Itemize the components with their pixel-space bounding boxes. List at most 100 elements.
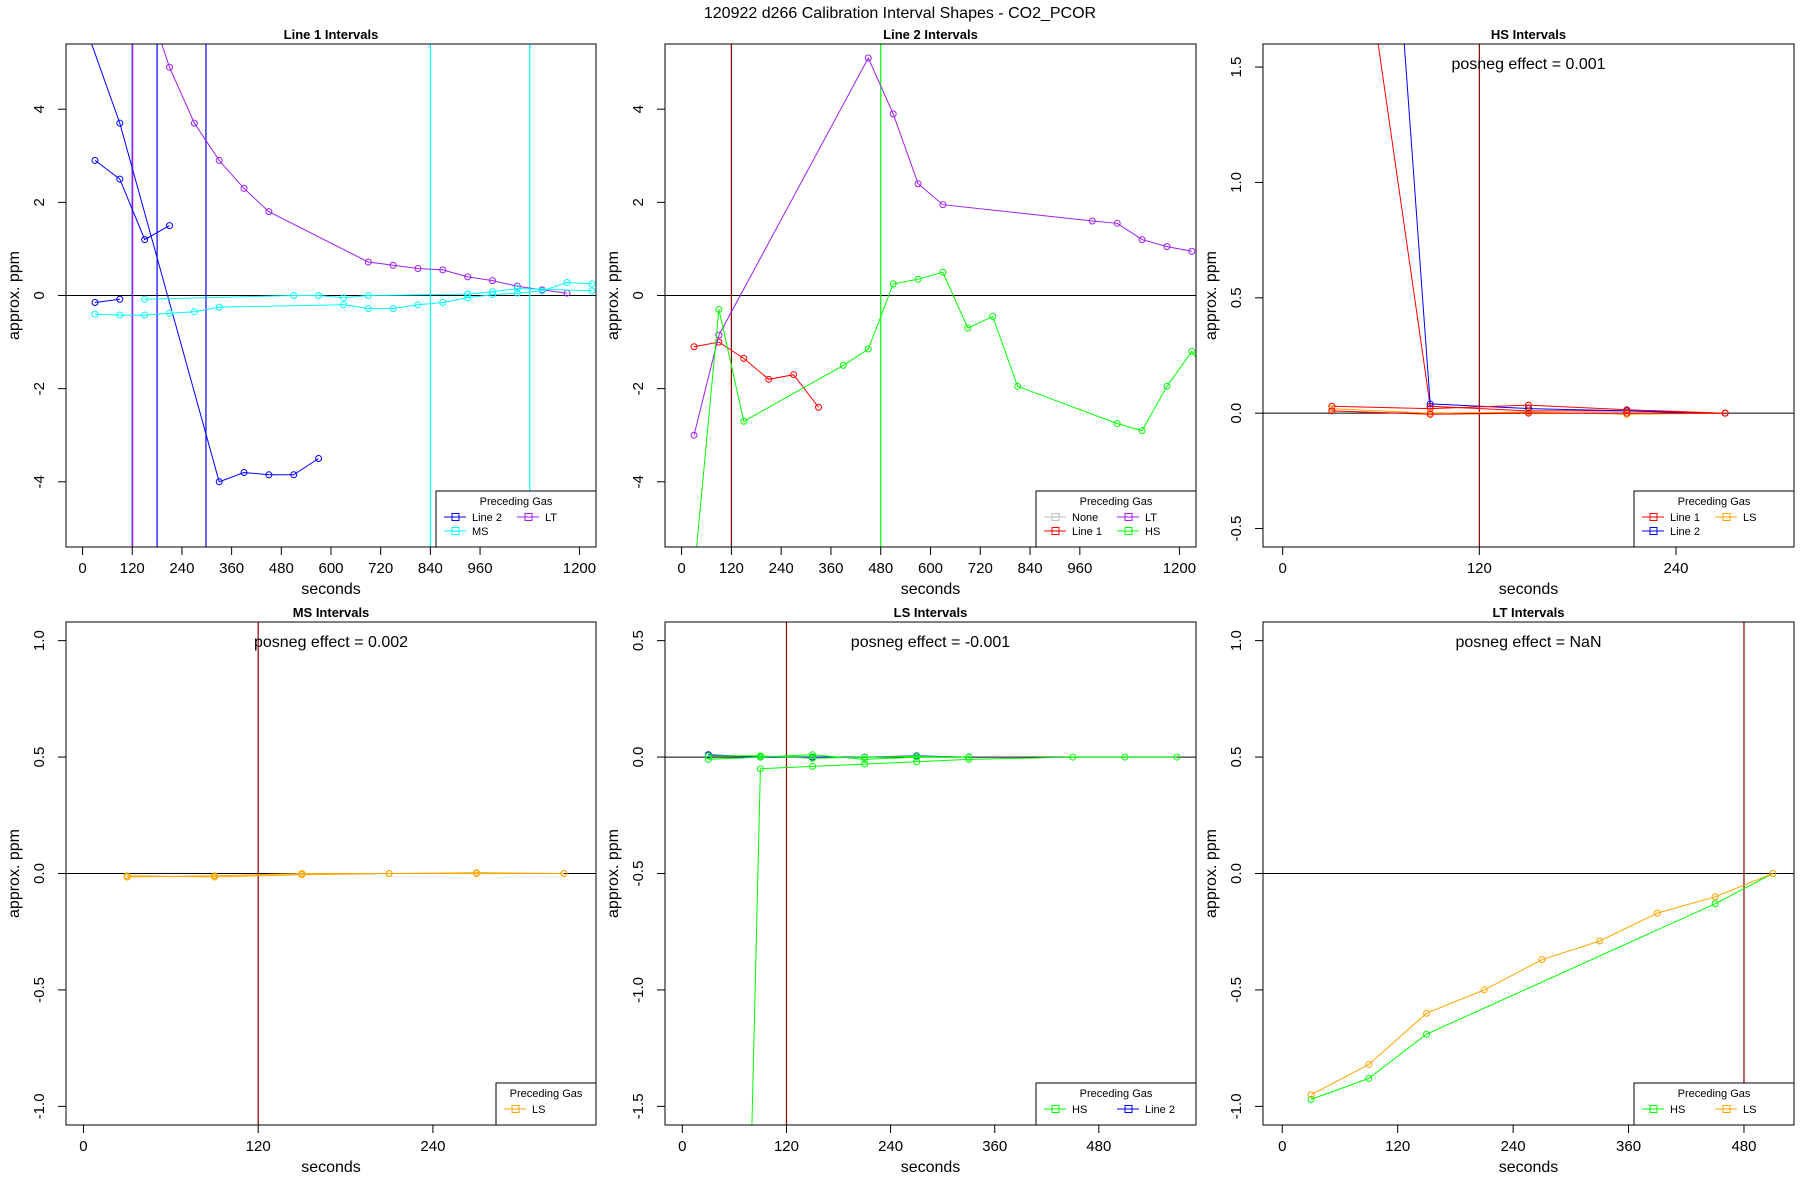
- plot-area: [665, 44, 1207, 547]
- data-point: [1365, 1074, 1373, 1082]
- data-point: [141, 236, 149, 244]
- legend-swatch-box: [1124, 513, 1133, 521]
- x-axis-label: seconds: [1499, 1159, 1559, 1176]
- legend-label: Line 1: [1072, 526, 1102, 538]
- data-point: [1653, 909, 1661, 917]
- series-line: [1310, 873, 1774, 1100]
- data-point: [414, 264, 422, 272]
- legend-label: MS: [472, 526, 489, 538]
- data-point: [414, 301, 422, 309]
- legend-title: Preceding Gas: [480, 496, 553, 508]
- plot-area: [66, 4, 596, 547]
- data-point: [964, 324, 972, 332]
- data-point: [1623, 409, 1631, 417]
- x-tick-label: 120: [120, 560, 145, 577]
- y-tick-label: -1.0: [31, 1093, 48, 1119]
- data-point: [265, 471, 273, 479]
- plot-frame: [65, 43, 597, 548]
- x-tick-label: 360: [818, 560, 843, 577]
- data-point: [290, 471, 298, 479]
- legend-box: [1035, 490, 1197, 548]
- y-tick-label: -0.5: [1228, 977, 1245, 1003]
- data-point: [889, 110, 897, 118]
- legend-swatch-box: [511, 1105, 520, 1113]
- legend-box: [435, 490, 597, 548]
- legend-label: LS: [1743, 1104, 1756, 1116]
- y-tick-label: -1.5: [630, 1093, 647, 1119]
- data-point: [939, 268, 947, 276]
- data-point: [166, 63, 174, 71]
- data-point: [1365, 1060, 1373, 1068]
- y-tick-label: 0.5: [31, 747, 48, 768]
- legend-swatch-box: [1051, 513, 1060, 521]
- data-point: [464, 294, 472, 302]
- panel-title: Line 2 Intervals: [883, 27, 978, 42]
- x-tick-label: 240: [1663, 560, 1688, 577]
- x-tick-label: 120: [774, 1138, 799, 1155]
- data-point: [141, 311, 149, 319]
- data-point: [1138, 236, 1146, 244]
- data-point: [864, 345, 872, 353]
- y-tick-label: -2: [630, 382, 647, 395]
- legend-label: Line 2: [1670, 526, 1700, 538]
- data-point: [339, 301, 347, 309]
- data-point: [116, 295, 124, 303]
- legend-swatch-box: [1124, 1105, 1133, 1113]
- legend-title: Preceding Gas: [1080, 496, 1153, 508]
- data-point: [75, 4, 81, 10]
- x-tick-label: 240: [878, 1138, 903, 1155]
- x-tick-label: 240: [769, 560, 794, 577]
- y-tick-label: -0.5: [630, 861, 647, 887]
- legend-label: Line 2: [472, 512, 502, 524]
- legend-label: HS: [1670, 1104, 1685, 1116]
- plot-area: [665, 622, 1196, 1125]
- legend-swatch-box: [1649, 1105, 1658, 1113]
- data-point: [364, 258, 372, 266]
- legend: Preceding Gas None LT Line 1 HS: [1035, 490, 1197, 548]
- x-tick-label: 840: [418, 560, 443, 577]
- data-point: [166, 222, 174, 230]
- x-tick-label: 0: [1278, 560, 1286, 577]
- x-tick-label: 600: [918, 560, 943, 577]
- data-point: [1201, 367, 1207, 373]
- y-tick-label: -2: [31, 382, 48, 395]
- data-point: [116, 119, 124, 127]
- plot-frame: [65, 621, 597, 1126]
- data-point: [464, 273, 472, 281]
- x-tick-label: 960: [468, 560, 493, 577]
- y-tick-label: -1.0: [630, 977, 647, 1003]
- y-tick-label: 2: [31, 198, 48, 206]
- series-line: [127, 872, 565, 878]
- legend-title: Preceding Gas: [1678, 1088, 1751, 1100]
- data-point: [123, 873, 131, 881]
- data-point: [756, 765, 764, 773]
- data-point: [715, 305, 723, 313]
- posneg-annotation: posneg effect = -0.001: [851, 634, 1010, 651]
- y-tick-label: 1.0: [31, 630, 48, 651]
- legend-swatch-box: [451, 513, 460, 521]
- chart-panel-5: LS Intervals seconds approx. ppm 0 120 240 360…: [605, 605, 1197, 1176]
- series-line: [1331, 404, 1726, 414]
- legend: Preceding Gas Line 2 LT MS: [435, 490, 597, 548]
- x-axis-label: seconds: [901, 1159, 961, 1176]
- data-point: [389, 305, 397, 313]
- y-tick-label: -0.5: [1228, 516, 1245, 542]
- data-point: [913, 752, 921, 760]
- legend-swatch-box: [1051, 1105, 1060, 1113]
- data-point: [141, 295, 149, 303]
- x-axis-label: seconds: [301, 1159, 361, 1176]
- y-tick-label: 1.0: [1228, 172, 1245, 193]
- chart-panel-3: HS Intervals seconds approx. ppm 0 120 240 -0.…: [1203, 27, 1795, 598]
- data-point: [389, 261, 397, 269]
- legend-label: Line 2: [1145, 1104, 1175, 1116]
- data-point: [364, 292, 372, 299]
- panel-title: HS Intervals: [1491, 27, 1566, 42]
- legend-label: None: [1072, 512, 1098, 524]
- data-point: [116, 175, 124, 183]
- y-axis-label: approx. ppm: [1203, 251, 1220, 340]
- posneg-annotation: posneg effect = 0.002: [254, 634, 408, 651]
- series-line: [94, 298, 120, 303]
- legend-swatch-box: [1649, 513, 1658, 521]
- data-point: [1113, 219, 1121, 227]
